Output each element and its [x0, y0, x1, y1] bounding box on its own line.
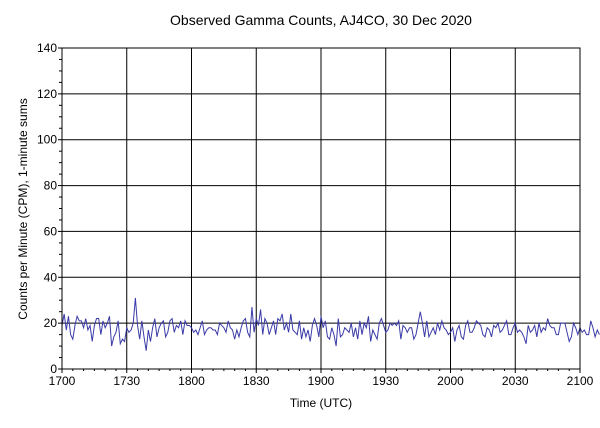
x-tick-label: 2030 — [502, 374, 529, 388]
x-tick-labels: 1700 1730 1800 1830 1900 1930 2000 2030 2100 — [49, 374, 594, 388]
x-tick-label: 1800 — [178, 374, 205, 388]
y-tick-label: 40 — [44, 270, 58, 284]
minor-ticks — [58, 47, 581, 373]
y-tick-label: 120 — [37, 87, 57, 101]
x-tick-label: 2000 — [437, 374, 464, 388]
chart-title: Observed Gamma Counts, AJ4CO, 30 Dec 202… — [170, 12, 472, 28]
y-tick-label: 100 — [37, 133, 57, 147]
plot-frame — [61, 47, 581, 370]
x-tick-label: 1830 — [243, 374, 270, 388]
x-axis-label: Time (UTC) — [290, 396, 352, 410]
y-tick-label: 80 — [44, 179, 58, 193]
y-tick-label: 140 — [37, 41, 57, 55]
series-line — [61, 297, 600, 351]
y-tick-label: 60 — [44, 224, 58, 238]
x-tick-label: 1900 — [308, 374, 335, 388]
y-tick-label: 0 — [50, 362, 57, 376]
grid-lines — [61, 47, 581, 370]
y-tick-label: 20 — [44, 316, 58, 330]
x-tick-label: 1930 — [372, 374, 399, 388]
y-tick-labels: 0 20 40 60 80 100 120 140 — [37, 41, 57, 376]
x-tick-label: 1730 — [113, 374, 140, 388]
y-axis-label: Counts per Minute (CPM), 1-minute sums — [16, 98, 30, 319]
x-tick-label: 1700 — [49, 374, 76, 388]
x-tick-label: 2100 — [567, 374, 594, 388]
